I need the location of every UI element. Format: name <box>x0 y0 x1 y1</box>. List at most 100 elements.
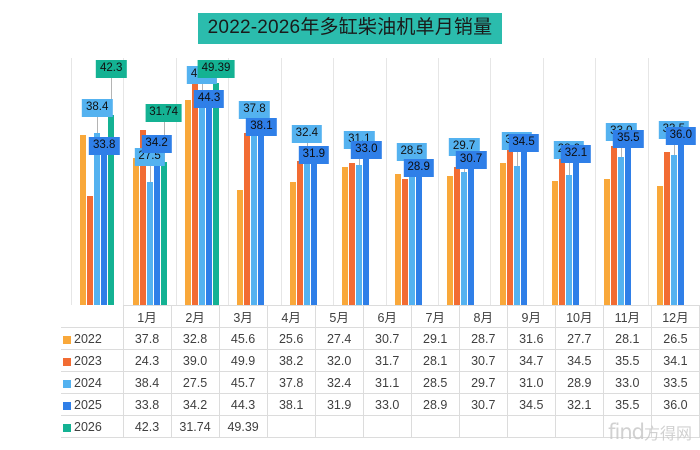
bar-2022-7月[interactable] <box>394 174 401 305</box>
table-cell: 27.5 <box>170 371 220 394</box>
bar-2022-6月[interactable] <box>342 167 349 305</box>
gridline <box>71 58 72 305</box>
bar-2025-7月[interactable] <box>415 175 422 305</box>
bar-2025-3月[interactable] <box>206 106 213 305</box>
bar-2024-1月[interactable] <box>94 132 101 305</box>
table-cell: 32.4 <box>314 371 364 394</box>
table-col-header-12: 12月 <box>650 305 700 328</box>
table-cell: 33.8 <box>122 393 172 416</box>
bar-2024-3月[interactable] <box>199 99 206 305</box>
table-row: 2023 24.3 39.0 49.9 38.2 32.0 31.7 28.1 30.7 34.7… <box>61 349 700 372</box>
data-label-2025-7月: 28.9 <box>403 159 434 178</box>
bar-2025-12月[interactable] <box>677 143 684 305</box>
table-cell: 33.5 <box>650 371 700 394</box>
bar-2024-7月[interactable] <box>408 177 415 305</box>
bar-2024-2月[interactable] <box>146 181 153 305</box>
bar-2022-11月[interactable] <box>604 178 611 305</box>
table-row-header-2025: 2025 <box>61 393 124 416</box>
bar-2023-3月[interactable] <box>192 80 199 305</box>
bar-2024-4月[interactable] <box>251 135 258 305</box>
table-cell: 33.0 <box>362 393 412 416</box>
bar-2023-5月[interactable] <box>296 161 303 305</box>
table-cell <box>602 415 652 438</box>
bar-2023-4月[interactable] <box>244 133 251 305</box>
gridline <box>595 58 596 305</box>
bar-2023-6月[interactable] <box>349 162 356 305</box>
table-row-header-2026: 2026 <box>61 415 124 438</box>
bar-2025-6月[interactable] <box>363 156 370 305</box>
bar-2024-5月[interactable] <box>303 159 310 305</box>
bar-2026-3月[interactable] <box>213 83 220 305</box>
table-row: 2024 38.4 27.5 45.7 37.8 32.4 31.1 28.5 29.7 31.0… <box>61 371 700 394</box>
table-cell: 38.4 <box>122 371 172 394</box>
data-label-2025-4月: 38.1 <box>246 117 277 136</box>
legend-swatch-icon <box>63 401 71 410</box>
bar-2025-8月[interactable] <box>468 167 475 305</box>
bar-2023-12月[interactable] <box>663 151 670 305</box>
bar-2022-5月[interactable] <box>289 181 296 305</box>
table-cell: 27.4 <box>314 327 364 350</box>
table-cell: 34.5 <box>554 349 604 372</box>
bar-2025-4月[interactable] <box>258 133 265 305</box>
table-col-header-4: 4月 <box>266 305 316 328</box>
table-cell: 27.7 <box>554 327 604 350</box>
gridline <box>228 58 229 305</box>
table-corner-cell <box>61 306 123 328</box>
data-table: 1月 2月 3月 4月 5月 6月 7月 8月 9月 10月 11月 12月 2022 37.8 32.8… <box>61 305 700 438</box>
data-label-2025-3月: 44.3 <box>193 90 225 109</box>
bar-2024-8月[interactable] <box>461 171 468 305</box>
bar-2025-10月[interactable] <box>572 160 579 305</box>
table-cell: 36.0 <box>650 393 700 416</box>
table-cell: 29.1 <box>410 327 460 350</box>
page-title: 2022-2026年多缸柴油机单月销量 <box>197 13 503 44</box>
table-cell: 30.7 <box>458 349 508 372</box>
bar-group-9月 <box>490 58 542 305</box>
table-col-header-6: 6月 <box>362 305 412 328</box>
bar-group-6月 <box>333 58 385 305</box>
bar-2023-11月[interactable] <box>611 145 618 305</box>
table-cell: 34.2 <box>170 393 220 416</box>
table-cell: 31.6 <box>506 327 556 350</box>
bar-2022-10月[interactable] <box>551 180 558 305</box>
table-row-header-2023: 2023 <box>61 349 124 372</box>
bar-2025-1月[interactable] <box>101 153 108 305</box>
table-col-header-8: 8月 <box>458 305 508 328</box>
table-cell: 31.7 <box>362 349 412 372</box>
bar-group-8月 <box>438 58 490 305</box>
bar-2025-11月[interactable] <box>625 145 632 305</box>
table-header-row: 1月 2月 3月 4月 5月 6月 7月 8月 9月 10月 11月 12月 <box>61 305 700 328</box>
data-label-2024-1月: 38.4 <box>82 98 113 117</box>
bar-2022-9月[interactable] <box>499 163 506 305</box>
table-cell: 26.5 <box>650 327 700 350</box>
data-label-2025-11月: 35.5 <box>613 129 644 148</box>
bar-2023-2月[interactable] <box>139 129 146 305</box>
table-cell: 34.5 <box>506 393 556 416</box>
bar-2024-11月[interactable] <box>618 156 625 305</box>
bar-2025-2月[interactable] <box>153 151 160 305</box>
bar-2023-8月[interactable] <box>454 167 461 305</box>
bar-2024-12月[interactable] <box>670 154 677 305</box>
bar-2022-8月[interactable] <box>447 176 454 305</box>
bar-2025-5月[interactable] <box>310 161 317 305</box>
gridline <box>176 58 177 305</box>
bar-2024-9月[interactable] <box>513 165 520 305</box>
bar-2022-4月[interactable] <box>237 190 244 305</box>
bar-2022-3月[interactable] <box>185 100 192 305</box>
bar-2023-10月[interactable] <box>558 150 565 305</box>
table-cell: 31.74 <box>170 415 220 438</box>
gridline <box>648 58 649 305</box>
bar-2025-9月[interactable] <box>520 150 527 305</box>
bar-2022-2月[interactable] <box>132 157 139 305</box>
bar-2022-12月[interactable] <box>656 186 663 305</box>
bar-2024-10月[interactable] <box>565 175 572 305</box>
bar-2023-9月[interactable] <box>506 149 513 305</box>
table-col-header-9: 9月 <box>506 305 556 328</box>
bar-2026-2月[interactable] <box>160 162 167 305</box>
bar-2026-1月[interactable] <box>108 115 115 305</box>
bar-2023-7月[interactable] <box>401 178 408 305</box>
bar-2022-1月[interactable] <box>80 135 87 305</box>
bar-2023-1月[interactable] <box>87 195 94 305</box>
bar-2024-6月[interactable] <box>356 165 363 305</box>
table-row-header-2024: 2024 <box>61 371 124 394</box>
